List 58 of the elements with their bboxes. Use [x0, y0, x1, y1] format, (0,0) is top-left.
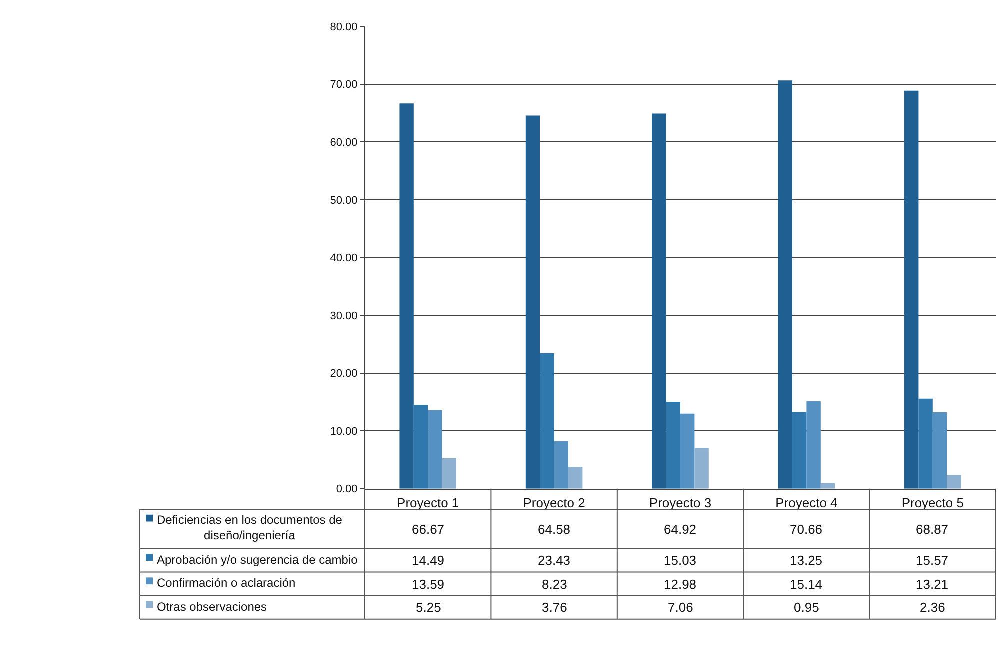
bar — [694, 448, 709, 489]
legend-label: Otras observaciones — [157, 600, 268, 614]
bar — [947, 475, 962, 489]
bar — [806, 401, 821, 489]
data-label: 3.76 — [542, 600, 568, 615]
bar — [918, 398, 933, 489]
x-tick-label: Proyecto 5 — [902, 495, 964, 510]
data-label: 66.67 — [412, 522, 445, 537]
bar — [540, 353, 554, 489]
bar — [666, 402, 680, 489]
y-tick-label: 70.00 — [330, 79, 358, 92]
x-tick-label: Proyecto 2 — [523, 495, 586, 510]
x-tick-label: Proyecto 3 — [649, 495, 712, 510]
bar — [680, 414, 695, 489]
data-label: 23.43 — [538, 553, 571, 568]
y-tick-label: 10.00 — [330, 426, 358, 438]
data-label: 14.49 — [412, 553, 445, 568]
bar — [568, 467, 583, 489]
data-label: 64.92 — [664, 522, 697, 537]
y-tick-label: 0.00 — [336, 484, 358, 496]
data-label: 0.95 — [794, 600, 820, 615]
data-label: 2.36 — [920, 600, 946, 615]
y-tick-label: 40.00 — [330, 252, 358, 265]
bar — [932, 412, 948, 489]
bar — [526, 116, 540, 489]
legend-label: Aprobación y/o sugerencia de cambio — [157, 553, 358, 567]
bar — [778, 80, 792, 489]
data-label: 13.25 — [790, 553, 823, 568]
data-label: 64.58 — [538, 522, 571, 537]
bar — [414, 405, 428, 489]
bar — [400, 104, 414, 489]
y-tick-label: 80.00 — [330, 21, 358, 34]
data-label: 7.06 — [668, 600, 694, 615]
bar — [820, 483, 836, 489]
bar — [792, 412, 807, 489]
y-tick-label: 30.00 — [330, 310, 358, 322]
data-label: 70.66 — [790, 522, 823, 537]
legend-label: Deficiencias en los documentos de diseño/ingeniería — [157, 513, 343, 543]
data-label: 5.25 — [416, 600, 442, 615]
bar — [554, 441, 568, 489]
y-tick-label: 50.00 — [330, 194, 358, 207]
data-label: 13.21 — [916, 577, 949, 592]
bar — [652, 114, 666, 489]
bar — [904, 90, 919, 489]
data-label: 68.87 — [916, 522, 949, 537]
y-tick-label: 60.00 — [330, 137, 358, 150]
data-label: 8.23 — [542, 577, 568, 592]
data-label: 15.57 — [916, 553, 949, 568]
data-label: 15.03 — [664, 553, 697, 568]
data-label: 13.59 — [412, 577, 445, 592]
bar — [428, 410, 442, 489]
x-tick-label: Proyecto 1 — [397, 495, 460, 510]
legend-label: Confirmación o aclaración — [157, 576, 296, 590]
bar — [442, 458, 456, 489]
data-label: 12.98 — [664, 577, 697, 592]
x-tick-label: Proyecto 4 — [776, 495, 838, 510]
data-label: 15.14 — [790, 577, 823, 592]
y-tick-label: 20.00 — [330, 368, 358, 380]
